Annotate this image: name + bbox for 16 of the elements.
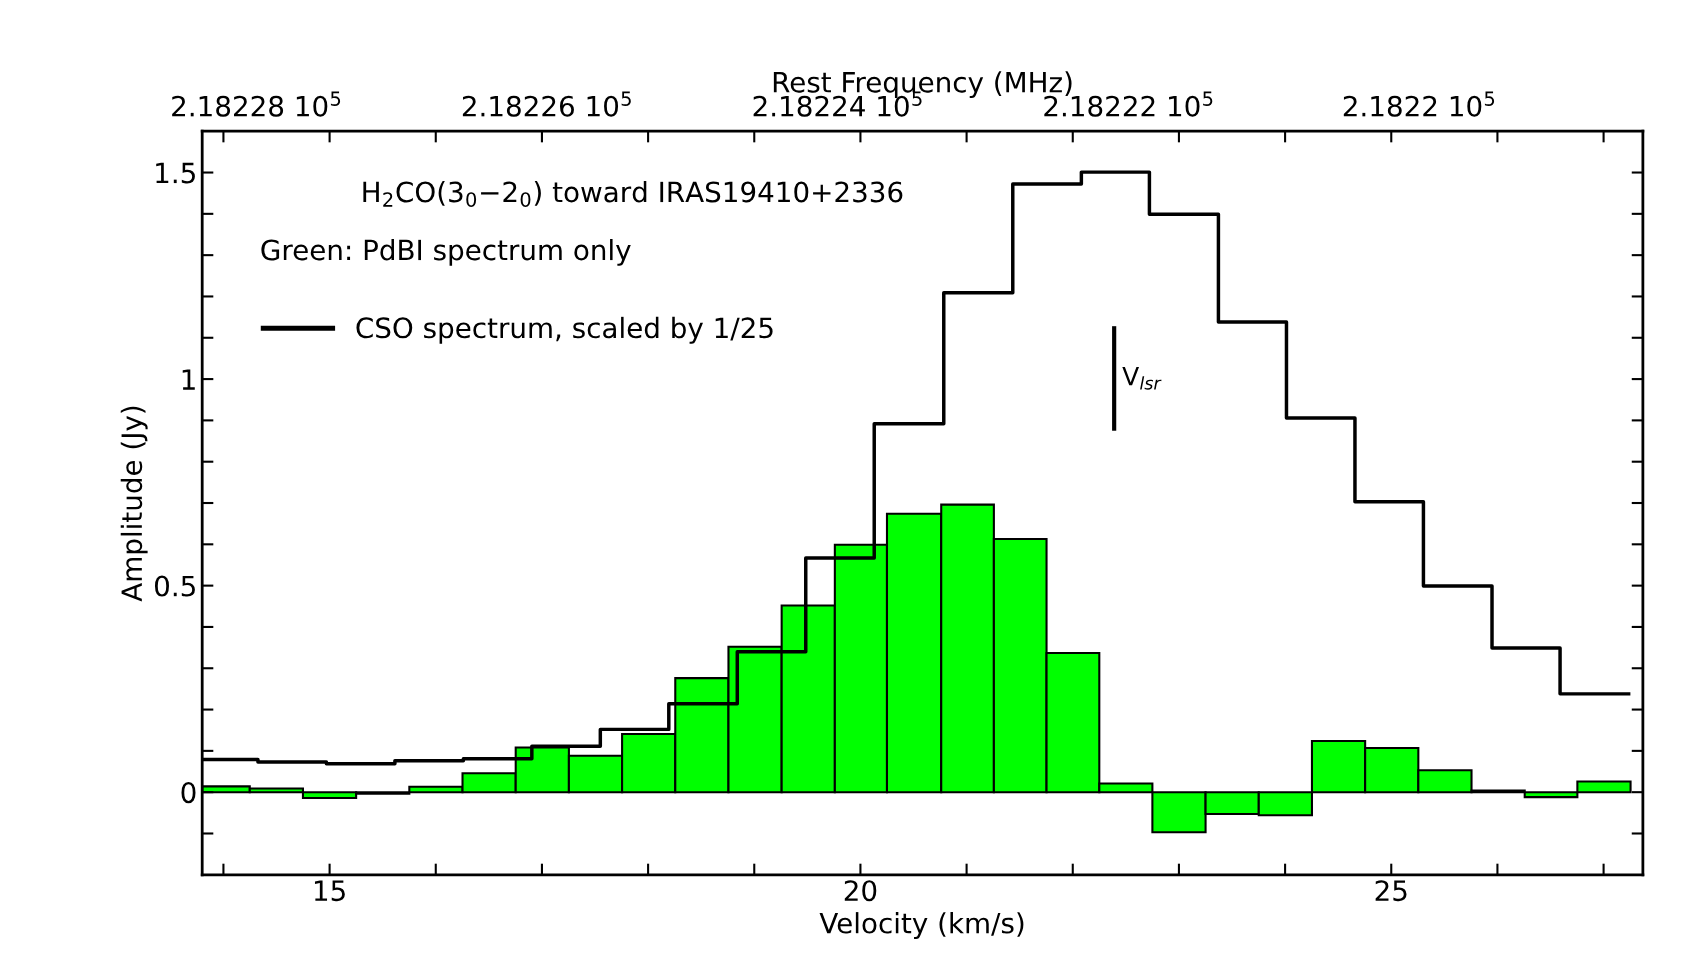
ref-line-label: V$_{lsr}$: [1122, 367, 1162, 390]
y-tick-label: 0: [181, 782, 196, 804]
text: 2.18226 10$^{5}$: [462, 91, 631, 117]
y-tick-label: 0.5: [155, 575, 195, 597]
annotation: Green: PdBI spectrum only: [261, 238, 631, 266]
y-tick-label: 1.5: [156, 162, 195, 184]
text: 2.18228 10$^{5}$: [172, 91, 341, 117]
text: 2.1822 10$^{5}$: [1343, 91, 1495, 117]
legend-label: CSO spectrum, scaled by 1/25: [356, 316, 773, 344]
y-axis-title: Amplitude (Jy): [120, 406, 148, 602]
x-tick-label: 20: [844, 880, 877, 902]
y-tick-label: 1: [182, 369, 195, 390]
x-tick-label: 15: [314, 880, 345, 902]
x-axis-title: Velocity (km/s): [819, 912, 1024, 939]
annotation: H$_{2}$CO(3$_{0}$−2$_{0}$) toward IRAS19410+2336: [363, 180, 903, 207]
x-tick-label: 25: [1375, 880, 1407, 902]
